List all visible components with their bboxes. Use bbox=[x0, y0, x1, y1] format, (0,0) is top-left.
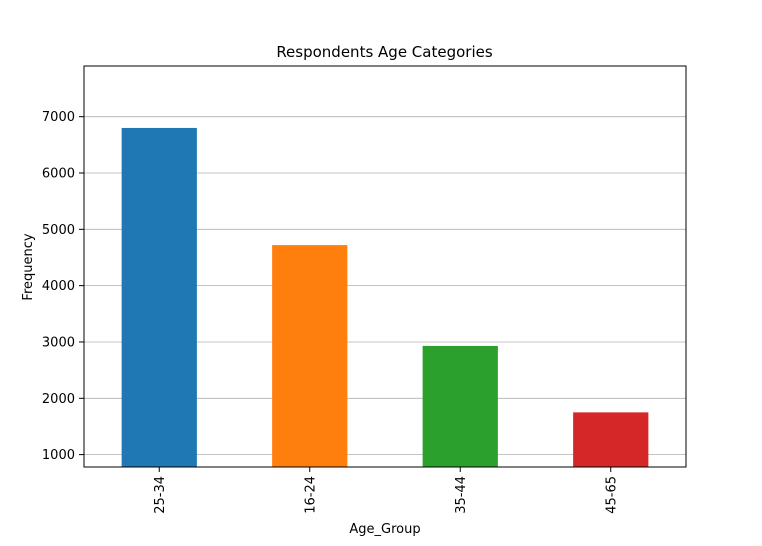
x-tick-label: 25-34 bbox=[153, 476, 168, 514]
bar-45-65 bbox=[573, 412, 649, 467]
x-tick-label: 16-24 bbox=[303, 476, 318, 514]
y-tick-label: 3000 bbox=[42, 335, 75, 350]
y-tick-label: 6000 bbox=[42, 167, 75, 182]
x-tick-label: 45-65 bbox=[604, 476, 619, 514]
y-tick-label: 2000 bbox=[42, 392, 75, 407]
bars bbox=[121, 127, 649, 468]
y-tick-label: 4000 bbox=[42, 279, 75, 294]
bar-35-44 bbox=[422, 345, 498, 467]
bar-25-34 bbox=[121, 127, 197, 468]
y-axis-title: Frequency bbox=[21, 233, 36, 300]
x-axis-title: Age_Group bbox=[349, 522, 420, 537]
y-axis-ticks: 1000 2000 3000 4000 5000 6000 7000 bbox=[42, 110, 84, 463]
chart-title: Respondents Age Categories bbox=[276, 43, 493, 61]
bar-16-24 bbox=[272, 245, 348, 467]
y-tick-label: 7000 bbox=[42, 110, 75, 125]
y-tick-label: 1000 bbox=[42, 448, 75, 463]
plot-frame bbox=[83, 65, 687, 468]
x-axis-ticks: 25-34 16-24 35-44 45-65 bbox=[153, 467, 619, 514]
y-tick-label: 5000 bbox=[42, 223, 75, 238]
x-tick-label: 35-44 bbox=[454, 476, 469, 514]
